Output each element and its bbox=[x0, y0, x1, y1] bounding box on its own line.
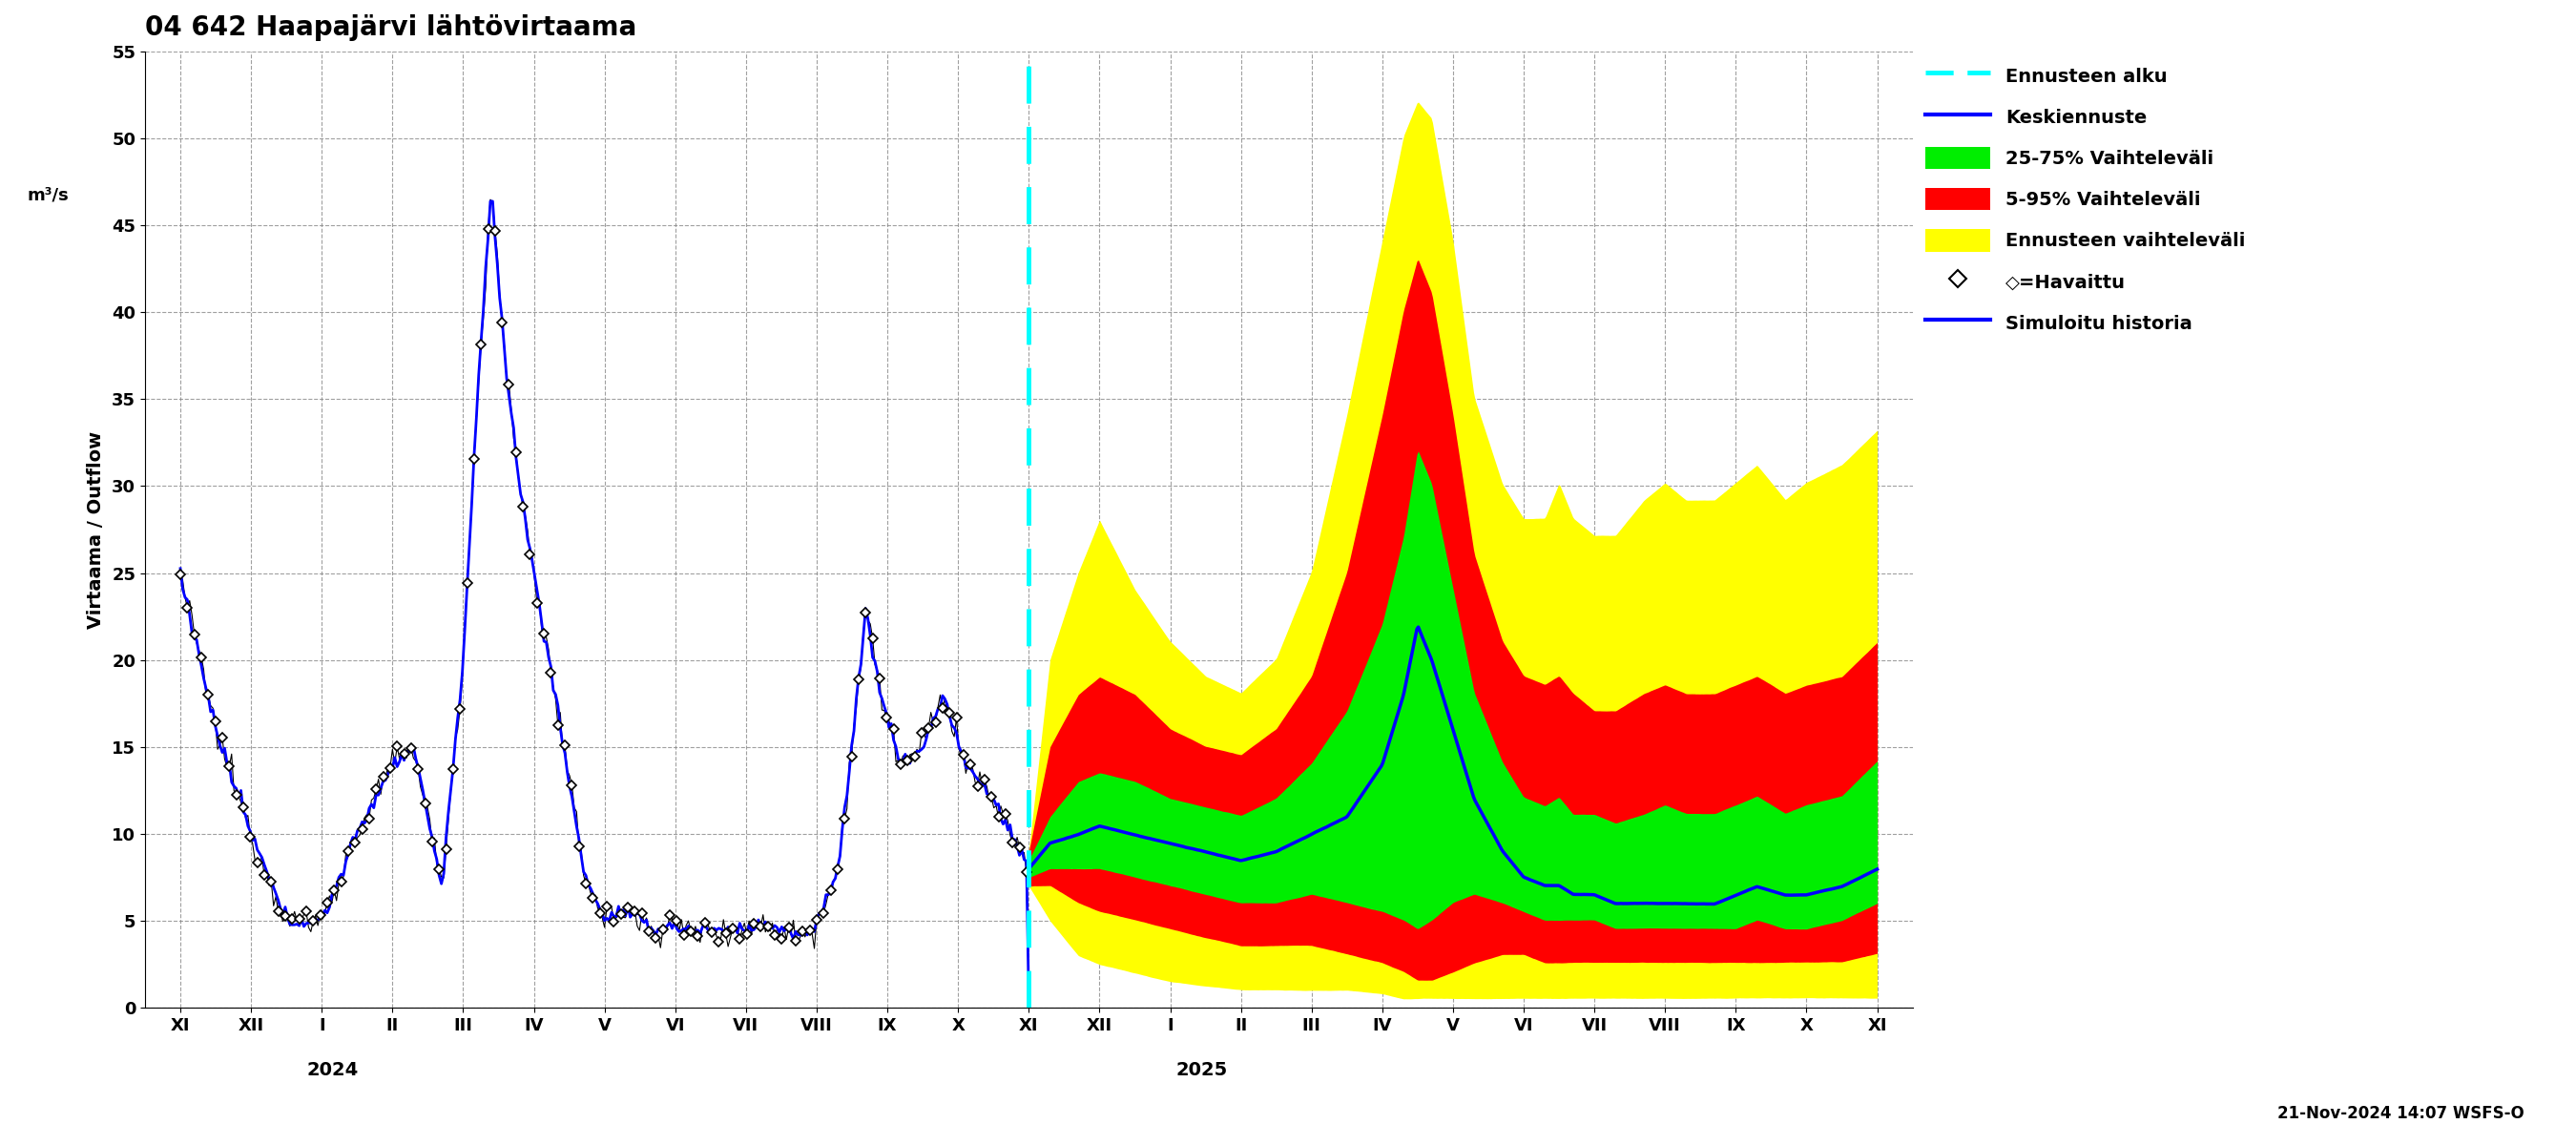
Legend: Ennusteen alku, Keskiennuste, 25-75% Vaihteleväli, 5-95% Vaihteleväli, Ennusteen: Ennusteen alku, Keskiennuste, 25-75% Vai… bbox=[1919, 57, 2251, 341]
Y-axis label: Virtaama / Outflow: Virtaama / Outflow bbox=[88, 431, 106, 629]
Text: 04 642 Haapajärvi lähtövirtaama: 04 642 Haapajärvi lähtövirtaama bbox=[144, 14, 636, 41]
Text: 2025: 2025 bbox=[1177, 1060, 1229, 1079]
Text: m³/s: m³/s bbox=[26, 187, 70, 204]
Text: 2024: 2024 bbox=[307, 1060, 358, 1079]
Text: 21-Nov-2024 14:07 WSFS-O: 21-Nov-2024 14:07 WSFS-O bbox=[2277, 1105, 2524, 1122]
